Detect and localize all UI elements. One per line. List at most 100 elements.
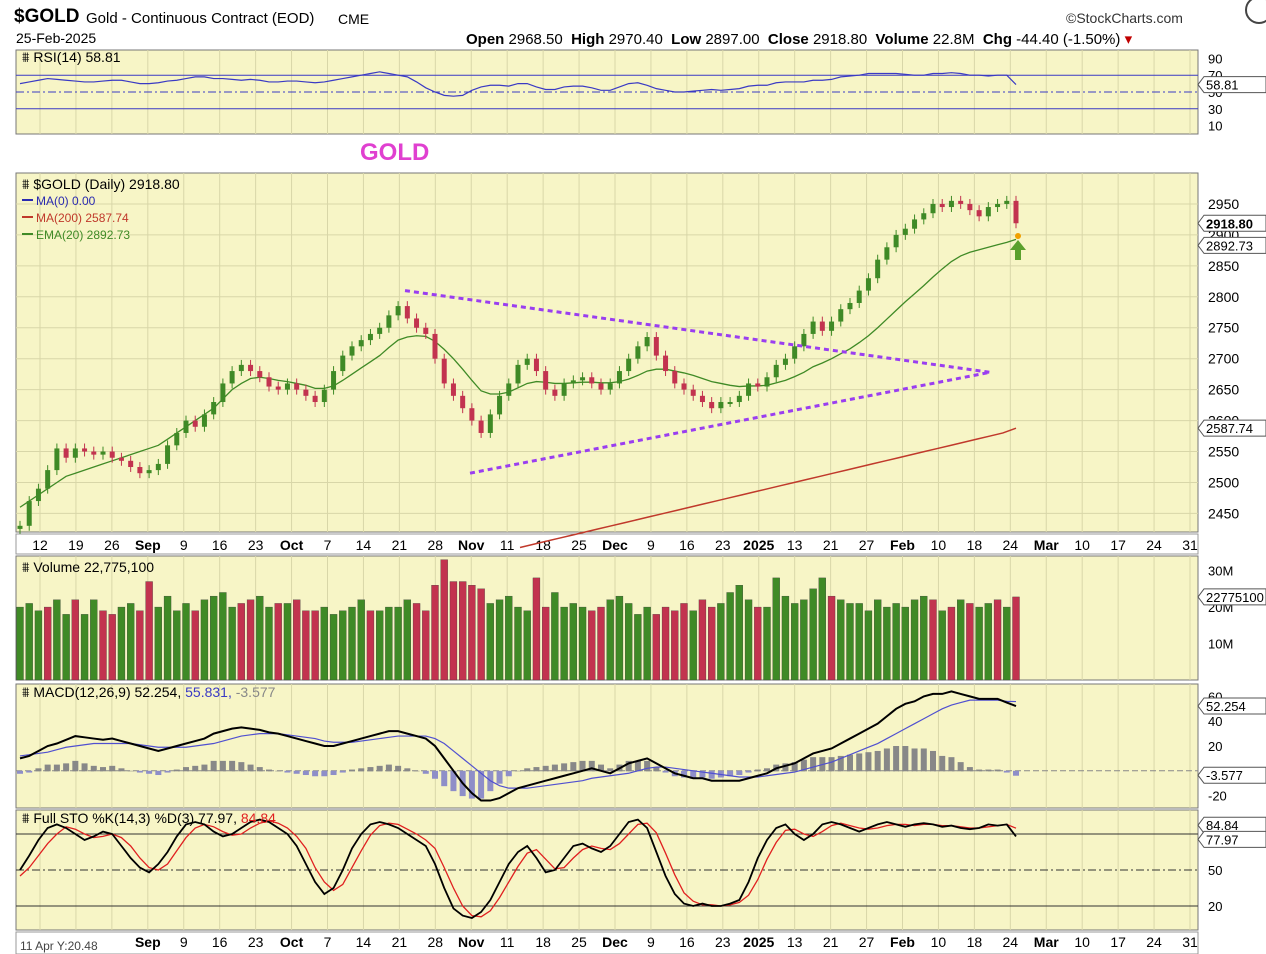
candle-body bbox=[183, 420, 189, 433]
x-tick-label: 16 bbox=[679, 537, 695, 553]
macd-hist-bar bbox=[625, 760, 632, 772]
close-value: 2918.80 bbox=[812, 31, 868, 48]
candle-body bbox=[626, 358, 632, 372]
chg-value: -44.40 (-1.50%) bbox=[1016, 31, 1121, 48]
macd-hist-bar bbox=[727, 770, 734, 777]
candle-body bbox=[303, 389, 309, 396]
candle-body bbox=[939, 203, 945, 208]
chart-date: 25-Feb-2025 bbox=[16, 30, 97, 46]
volume-bar bbox=[661, 606, 670, 681]
rsi-last-tag-box bbox=[1197, 76, 1266, 94]
macd-hist-bar bbox=[708, 770, 715, 779]
ohlc-readout: Open 2968.50 High 2970.40 Low 2897.00 Cl… bbox=[466, 30, 1132, 48]
x-tick-label: Nov bbox=[458, 537, 485, 553]
macd-hist-bar bbox=[339, 770, 346, 773]
candle-body bbox=[856, 290, 862, 303]
candle-body bbox=[773, 364, 779, 378]
x-tick-label-bottom: 18 bbox=[535, 934, 551, 950]
x-tick-label-bottom: 10 bbox=[1074, 934, 1090, 950]
candle-body bbox=[589, 377, 595, 384]
volume-bar bbox=[468, 585, 476, 681]
macd-hist-bar bbox=[201, 764, 208, 772]
candle-body bbox=[386, 315, 392, 328]
volume-bar bbox=[735, 585, 743, 681]
price-y-tick: 2550 bbox=[1208, 444, 1239, 460]
volume-bar bbox=[99, 610, 107, 681]
macd-hist-bar bbox=[72, 760, 79, 772]
volume-bar bbox=[71, 599, 79, 681]
x-tick-label: 19 bbox=[68, 537, 84, 553]
candles bbox=[17, 195, 1019, 534]
candle-body bbox=[829, 321, 835, 331]
volume-bar bbox=[200, 599, 209, 681]
volume-bar bbox=[975, 606, 983, 681]
x-tick-label: Mar bbox=[1034, 537, 1059, 553]
volume-bar bbox=[791, 603, 799, 681]
macd-hist-bar bbox=[44, 764, 51, 772]
macd-hist-bar bbox=[634, 760, 641, 772]
macd-hist-bar bbox=[478, 770, 485, 799]
volume-bar bbox=[800, 599, 808, 681]
volume-bar bbox=[901, 606, 909, 681]
candle-body bbox=[644, 337, 650, 347]
candle-body bbox=[321, 389, 327, 403]
volume-bar bbox=[883, 606, 891, 681]
close-icon[interactable] bbox=[1245, 0, 1266, 24]
volume-bar bbox=[634, 614, 642, 681]
macd-hist-last-tag-box bbox=[1197, 766, 1266, 784]
candle-body bbox=[211, 402, 217, 415]
macd-hist-bar bbox=[837, 755, 844, 772]
volume-bar bbox=[984, 603, 992, 681]
candle-body bbox=[616, 371, 622, 384]
x-tick-label: 24 bbox=[1146, 537, 1162, 553]
macd-hist-bar bbox=[183, 767, 189, 772]
volume-bar bbox=[136, 610, 144, 681]
source-logo[interactable]: ©StockCharts.com bbox=[1066, 10, 1183, 26]
ema-last-tag: 2892.73 bbox=[1206, 238, 1253, 253]
x-tick-label: Dec bbox=[602, 537, 628, 553]
candle-body bbox=[82, 448, 88, 452]
volume-bar bbox=[717, 603, 725, 681]
price-y-tick: 2650 bbox=[1208, 382, 1239, 398]
macd-hist-bar bbox=[948, 757, 955, 772]
candle-body bbox=[663, 355, 669, 372]
x-tick-label-bottom: 13 bbox=[787, 934, 803, 950]
x-tick-label-bottom: 23 bbox=[248, 934, 264, 950]
candle-body bbox=[201, 414, 207, 427]
gold-annotation: GOLD bbox=[360, 139, 429, 166]
volume-bar bbox=[578, 606, 587, 681]
volume-bar bbox=[246, 599, 255, 681]
macd-hist-bar bbox=[247, 764, 254, 772]
volume-bar bbox=[366, 610, 375, 681]
volume-bar bbox=[772, 577, 780, 681]
candle-body bbox=[312, 395, 318, 403]
candle-body bbox=[358, 340, 364, 347]
macd-hist-bar bbox=[902, 746, 909, 772]
volume-bar bbox=[929, 599, 937, 681]
x-tick-label-bottom: 28 bbox=[428, 934, 444, 950]
x-tick-label-bottom: Dec bbox=[602, 934, 628, 950]
price-y-tick: 2500 bbox=[1208, 474, 1239, 490]
volume-bar bbox=[256, 595, 264, 681]
macd-hist-bar bbox=[109, 765, 116, 772]
ema-last-tag-box bbox=[1197, 236, 1266, 254]
volume-bar bbox=[606, 599, 614, 681]
volume-bar bbox=[588, 610, 596, 681]
x-tick-label: 25 bbox=[571, 537, 587, 553]
volume-bar bbox=[874, 599, 882, 681]
open-label: Open bbox=[466, 31, 505, 48]
volume-bar bbox=[228, 606, 236, 681]
price-y-tick: 2450 bbox=[1208, 505, 1239, 521]
macd-hist-bar bbox=[810, 757, 817, 772]
volume-bar bbox=[560, 606, 568, 681]
macd-hist-bar bbox=[920, 748, 927, 772]
candle-body bbox=[487, 414, 493, 433]
macd-hist-bar bbox=[542, 765, 549, 772]
low-value: 2897.00 bbox=[705, 31, 760, 48]
marker-dot bbox=[1015, 233, 1021, 239]
macd-hist-bar bbox=[155, 770, 162, 776]
macd-y-tick: 40 bbox=[1208, 714, 1222, 729]
volume-bar bbox=[846, 603, 854, 681]
candle-body bbox=[35, 488, 41, 502]
